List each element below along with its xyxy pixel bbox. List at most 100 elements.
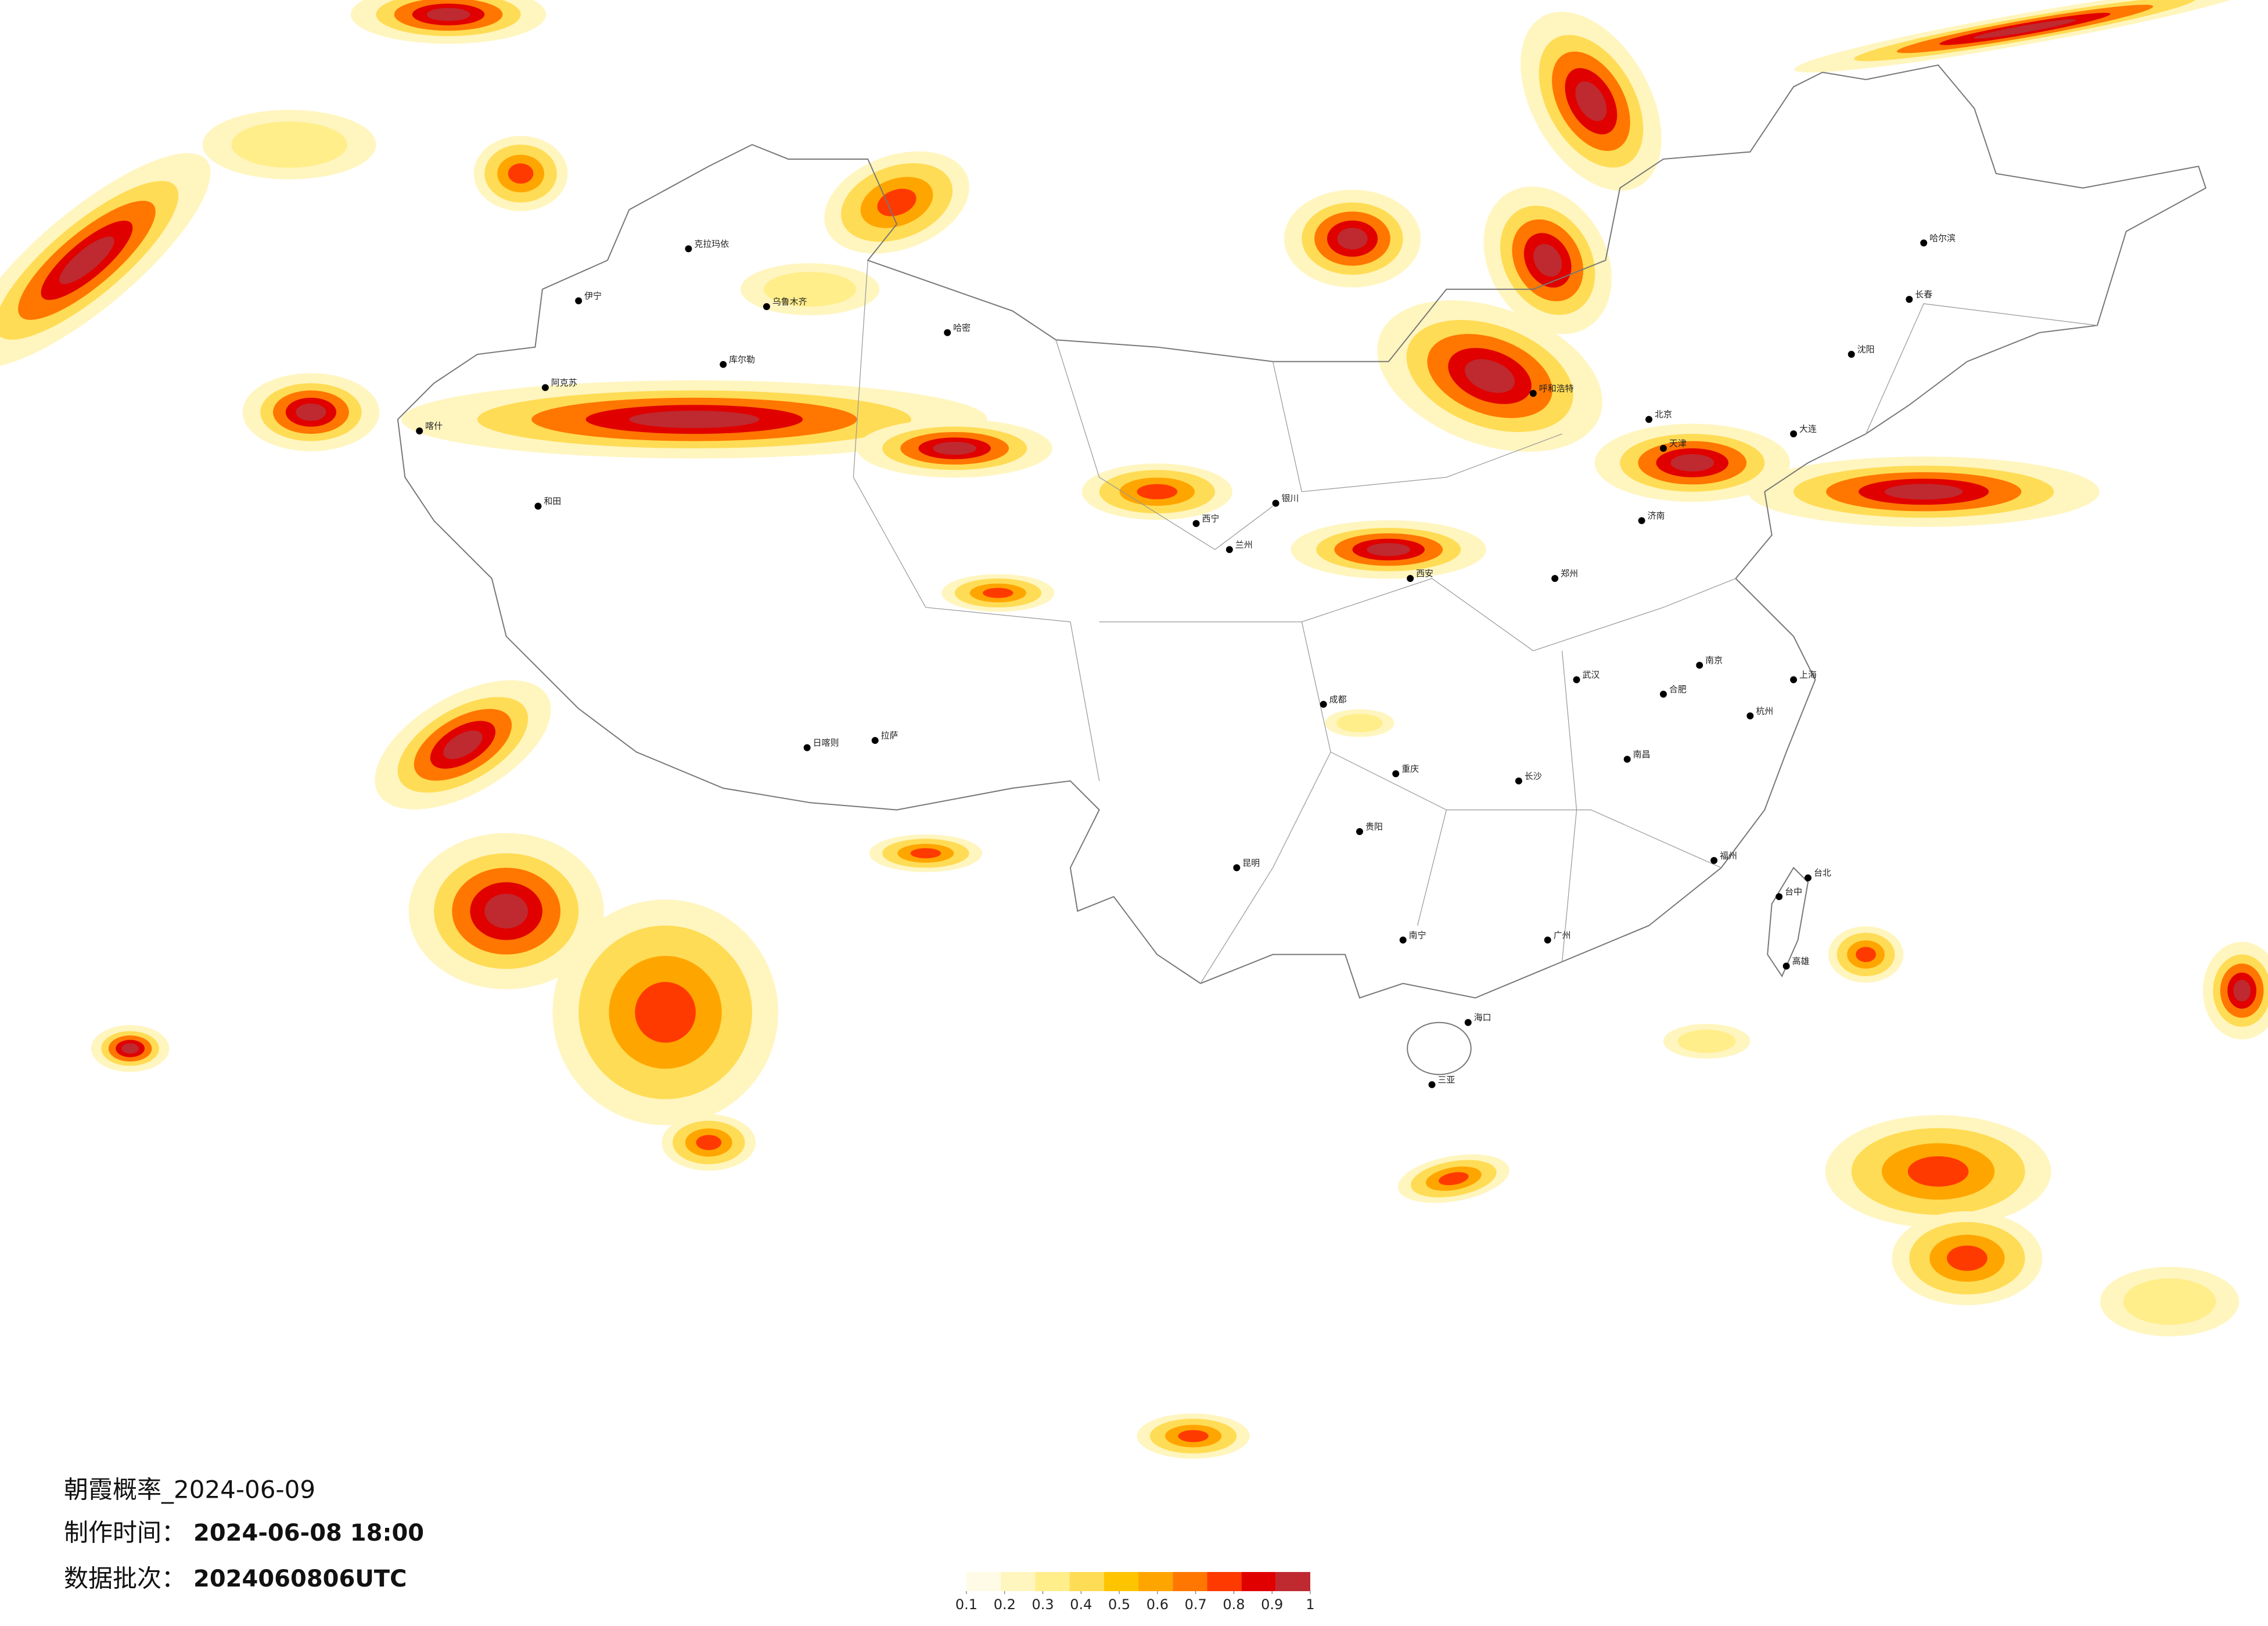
probability-area <box>933 441 977 455</box>
probability-area <box>484 894 528 929</box>
city-label: 日喀则 <box>813 738 839 748</box>
probability-area <box>426 8 470 21</box>
colorbar-tick-label: 0.8 <box>1223 1596 1245 1613</box>
city-label: 伊宁 <box>584 291 602 301</box>
city-label: 南京 <box>1705 655 1723 665</box>
colorbar-tick-label: 0.9 <box>1261 1596 1283 1613</box>
city-dot <box>1464 1019 1472 1026</box>
probability-area <box>296 403 326 421</box>
city-dot <box>685 245 692 253</box>
probability-area <box>121 1043 139 1054</box>
city-dot <box>1225 546 1233 553</box>
city-label: 上海 <box>1799 670 1817 680</box>
colorbar-box <box>1241 1572 1276 1591</box>
probability-area <box>59 236 114 285</box>
probability-area <box>2123 1278 2216 1325</box>
city-dot <box>871 737 879 744</box>
city-label: 库尔勒 <box>729 354 755 365</box>
city-label: 三亚 <box>1437 1074 1455 1085</box>
city-dot <box>1805 874 1811 882</box>
city-label: 昆明 <box>1242 858 1260 868</box>
city-dot <box>763 303 770 310</box>
city-dot <box>1233 864 1241 872</box>
probability-area <box>508 163 534 184</box>
city-label: 呼和浩特 <box>1539 383 1574 394</box>
city-label: 长沙 <box>1525 771 1542 781</box>
city-dot <box>1920 239 1928 247</box>
city-label: 哈尔滨 <box>1929 233 1956 243</box>
city-label: 海口 <box>1474 1012 1491 1023</box>
city-dot <box>1782 962 1790 970</box>
colorbar-box <box>1173 1572 1207 1591</box>
city-label: 南昌 <box>1633 749 1651 760</box>
city-label: 西宁 <box>1202 513 1220 524</box>
probability-area <box>1367 543 1411 556</box>
probability-area <box>2233 980 2251 1002</box>
city-dot <box>1515 777 1522 785</box>
city-label: 济南 <box>1648 510 1665 521</box>
city-dot <box>1790 430 1798 438</box>
colorbar-tick-label: 0.6 <box>1146 1596 1169 1613</box>
colorbar-box <box>1069 1572 1104 1591</box>
city-dot <box>1407 575 1414 582</box>
colorbar-box <box>1138 1572 1173 1591</box>
city-label: 沈阳 <box>1857 344 1875 355</box>
colorbar-box <box>966 1572 1001 1591</box>
city-dot <box>534 502 542 510</box>
colorbar-box <box>1275 1572 1310 1591</box>
city-dot <box>1790 676 1798 684</box>
city-dot <box>541 384 549 391</box>
probability-area <box>635 981 696 1043</box>
city-dot <box>1623 756 1631 763</box>
city-dot <box>1775 893 1783 901</box>
city-dot <box>1192 520 1200 527</box>
map-title: 朝霞概率_2024-06-09 <box>64 1476 315 1504</box>
city-label: 成都 <box>1329 694 1347 704</box>
city-label: 郑州 <box>1561 569 1578 579</box>
probability-field <box>0 0 2268 1459</box>
city-label: 西安 <box>1416 569 1433 579</box>
colorbar-box <box>1207 1572 1242 1591</box>
probability-area <box>1533 244 1562 277</box>
colorbar-tick-label: 0.1 <box>955 1596 977 1613</box>
city-dot <box>1573 676 1580 684</box>
taiwan-outline <box>1767 866 1809 978</box>
probability-area <box>1178 1430 1209 1442</box>
colorbar-tick-label: 1 <box>1306 1596 1314 1613</box>
city-dot <box>1529 390 1537 397</box>
city-dot <box>1906 296 1913 303</box>
probability-area <box>1856 947 1877 962</box>
city-label: 广州 <box>1554 930 1571 940</box>
probability-area <box>1884 484 1963 500</box>
city-label: 兰州 <box>1235 539 1253 550</box>
info-value: 2024-06-08 18:00 <box>193 1520 424 1546</box>
city-label: 武汉 <box>1582 670 1600 680</box>
city-label: 贵阳 <box>1365 822 1383 832</box>
probability-area <box>763 272 857 307</box>
city-dot <box>720 361 727 368</box>
probability-area <box>1947 1245 1987 1271</box>
city-dot <box>1544 936 1551 944</box>
colorbar-box <box>1001 1572 1036 1591</box>
city-dot <box>1399 936 1407 944</box>
colorbar-tick-label: 0.2 <box>994 1596 1016 1613</box>
city-label: 哈密 <box>953 322 971 333</box>
colorbar-tick-label: 0.7 <box>1185 1596 1207 1613</box>
hainan-outline <box>1407 1021 1472 1075</box>
city-label: 福州 <box>1720 850 1737 861</box>
probability-area <box>629 411 760 429</box>
city-dot <box>575 297 583 304</box>
city-dot <box>1659 445 1667 452</box>
colorbar-tick-label: 0.5 <box>1108 1596 1130 1613</box>
probability-area <box>443 730 483 760</box>
city-label: 高雄 <box>1792 956 1810 966</box>
probability-area <box>1974 19 2076 39</box>
city-label: 天津 <box>1669 438 1687 449</box>
city-dot <box>1696 661 1703 669</box>
info-label: 数据批次： <box>64 1564 186 1593</box>
city-label: 台中 <box>1785 887 1802 897</box>
